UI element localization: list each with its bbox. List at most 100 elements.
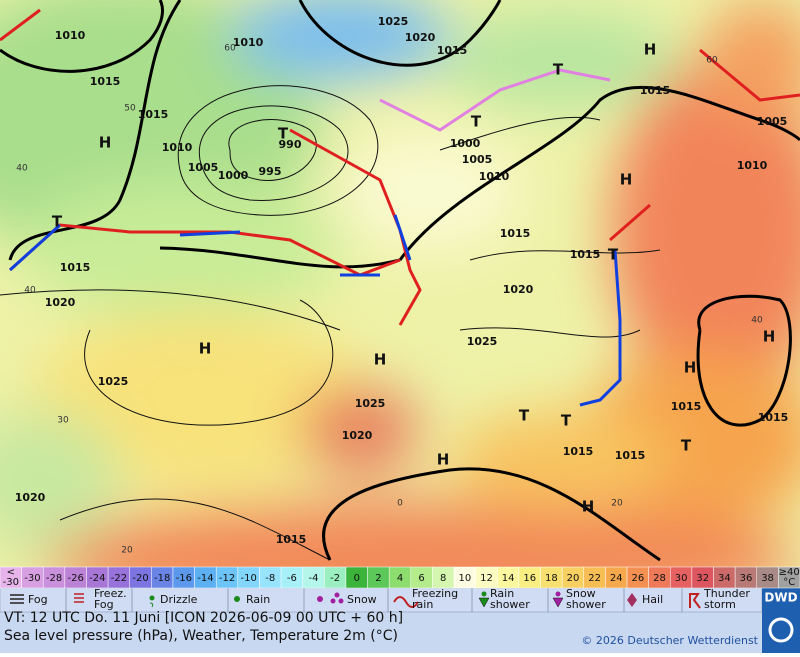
pressure-label: H — [582, 498, 595, 516]
pressure-label: T — [681, 437, 692, 455]
pressure-label: 1010 — [233, 36, 264, 49]
scale-label: 2 — [375, 573, 381, 584]
weather-label: Freezing — [412, 587, 458, 600]
weather-label: Thunder — [703, 587, 750, 600]
pressure-label: T — [561, 412, 572, 430]
grid-label: 60 — [706, 56, 718, 66]
map-description: Sea level pressure (hPa), Weather, Tempe… — [4, 628, 398, 644]
scale-label: -2 — [330, 573, 340, 584]
scale-label: 12 — [480, 573, 493, 584]
scale-label: -24 — [89, 573, 105, 584]
grid-label: 40 — [24, 286, 36, 296]
grid-label: 60 — [224, 44, 236, 54]
pressure-label: 1020 — [405, 31, 436, 44]
scale-label: 32 — [696, 573, 709, 584]
pressure-label: 1015 — [276, 533, 307, 546]
weather-label: Hail — [642, 593, 663, 606]
grid-label: 20 — [121, 546, 133, 556]
dwd-logo-mark — [768, 617, 794, 643]
pressure-label: 1015 — [138, 108, 169, 121]
pressure-label: 1010 — [55, 29, 86, 42]
pressure-label: 1015 — [500, 227, 531, 240]
pressure-label: 1000 — [450, 137, 481, 150]
pressure-label: 1010 — [737, 159, 768, 172]
scale-label: -30 — [3, 577, 19, 588]
scale-label: -20 — [132, 573, 148, 584]
valid-time: VT: 12 UTC Do. 11 Juni [ICON 2026-06-09 … — [4, 610, 403, 626]
weather-label: Fog — [94, 598, 114, 611]
scale-label: -4 — [309, 573, 319, 584]
scale-label: ≥40 — [779, 567, 800, 578]
pressure-label: 1025 — [98, 375, 129, 388]
pressure-label: H — [199, 340, 212, 358]
pressure-label: 1015 — [437, 44, 468, 57]
scale-label: 38 — [761, 573, 774, 584]
weather-label: shower — [566, 598, 606, 611]
temperature-field — [0, 0, 800, 567]
copyright: © 2026 Deutscher Wetterdienst — [581, 634, 758, 647]
scale-label: -18 — [154, 573, 170, 584]
grid-label: 40 — [16, 164, 28, 174]
pressure-label: T — [52, 213, 63, 231]
pressure-label: 1015 — [563, 445, 594, 458]
pressure-label: H — [644, 41, 657, 59]
pressure-label: 1020 — [15, 491, 46, 504]
weather-label: Rain — [246, 593, 270, 606]
scale-label: 14 — [502, 573, 515, 584]
pressure-label: T — [608, 246, 619, 264]
weather-label: rain — [412, 598, 433, 611]
pressure-label: 1005 — [757, 115, 788, 128]
pressure-label: 1015 — [758, 411, 789, 424]
grid-label: 20 — [611, 499, 623, 509]
pressure-label: T — [278, 125, 289, 143]
weather-icons — [10, 591, 701, 609]
weather-label: Rain — [490, 587, 514, 600]
scale-label: 26 — [631, 573, 644, 584]
scale-label: 36 — [740, 573, 753, 584]
scale-label: 16 — [523, 573, 536, 584]
pressure-label: 995 — [259, 165, 282, 178]
pressure-label: 1015 — [671, 400, 702, 413]
pressure-label: 1010 — [162, 141, 193, 154]
pressure-label: 1015 — [640, 84, 671, 97]
scale-label: 22 — [588, 573, 601, 584]
scale-label: -26 — [68, 573, 84, 584]
scale-label: -6 — [287, 573, 297, 584]
pressure-label: T — [519, 407, 530, 425]
pressure-label: 1020 — [342, 429, 373, 442]
scale-label: 24 — [610, 573, 623, 584]
scale-label: 34 — [718, 573, 731, 584]
weather-label: Drizzle — [160, 593, 198, 606]
scale-label: -14 — [197, 573, 213, 584]
scale-label: 18 — [545, 573, 558, 584]
scale-label: °C — [783, 577, 795, 588]
pressure-label: 1025 — [378, 15, 409, 28]
scale-label: -12 — [219, 573, 235, 584]
pressure-label: 1010 — [479, 170, 510, 183]
weather-label: storm — [704, 598, 736, 611]
dwd-logo-text: DWD — [764, 591, 797, 605]
scale-label: -8 — [265, 573, 275, 584]
scale-label: 8 — [440, 573, 446, 584]
fronts — [0, 8, 800, 407]
pressure-label: 1015 — [90, 75, 121, 88]
scale-label: 30 — [675, 573, 688, 584]
weather-label: shower — [490, 598, 530, 611]
grid-label: 50 — [124, 104, 136, 114]
pressure-label: 1025 — [355, 397, 386, 410]
pressure-label: H — [763, 328, 776, 346]
scale-label: 6 — [418, 573, 424, 584]
scale-label: -30 — [24, 573, 40, 584]
pressure-label: 1005 — [188, 161, 219, 174]
thick-isobars — [0, 0, 800, 562]
grid-label: 40 — [751, 316, 763, 326]
pressure-label: 1020 — [45, 296, 76, 309]
scale-label: -10 — [240, 573, 256, 584]
scale-label: 20 — [567, 573, 580, 584]
scale-label: 0 — [354, 573, 360, 584]
scale-label: 10 — [458, 573, 471, 584]
weather-label: Fog — [28, 593, 48, 606]
pressure-label: 990 — [279, 138, 302, 151]
scale-label: < — [7, 567, 15, 578]
